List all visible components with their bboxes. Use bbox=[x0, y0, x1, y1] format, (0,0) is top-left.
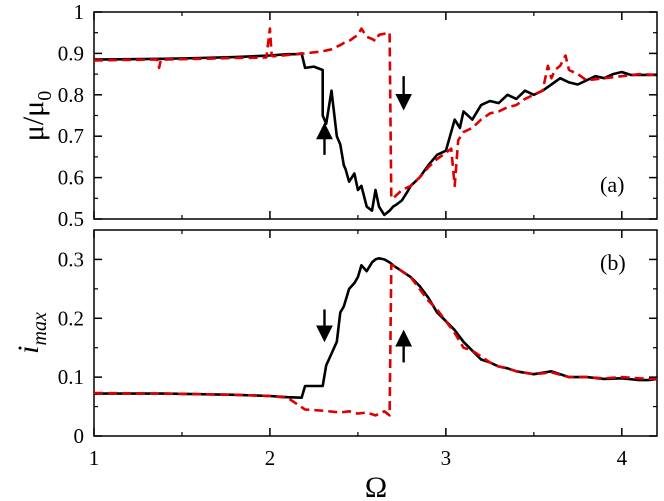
panel-a-series bbox=[93, 27, 658, 217]
panel-b-frame bbox=[93, 229, 658, 437]
x-tick-label: 1 bbox=[89, 446, 100, 470]
panel-b-y-tick-label: 0.1 bbox=[58, 365, 84, 389]
panel-a-y-axis-title: μ/μ0 bbox=[17, 91, 56, 142]
panel-b-ticks: 1 2 3 4 0 0.1 0.2 0.3 bbox=[58, 230, 657, 470]
x-axis-title: Ω bbox=[365, 471, 387, 501]
panel-a-ticks: 0.5 0.6 0.7 0.8 0.9 1 bbox=[58, 0, 657, 231]
panel-a-y-tick-label: 0.5 bbox=[58, 207, 84, 231]
panel-a-y-tick-label: 1 bbox=[74, 0, 85, 24]
panel-b-y-tick-label: 0.3 bbox=[58, 247, 84, 271]
panel-a: 0.5 0.6 0.7 0.8 0.9 1 (a) μ/μ0 bbox=[17, 0, 658, 231]
panel-a-label: (a) bbox=[600, 172, 624, 197]
panel-b-y-tick-label: 0 bbox=[74, 424, 85, 448]
panel-b-label: (b) bbox=[600, 250, 626, 275]
x-tick-label: 3 bbox=[441, 446, 452, 470]
panel-a-series-2-line bbox=[93, 27, 658, 200]
panel-a-series-1-line bbox=[93, 52, 657, 217]
panel-a-y-tick-label: 0.6 bbox=[58, 166, 84, 190]
panel-b-series bbox=[93, 256, 658, 417]
panel-b: 1 2 3 4 0 0.1 0.2 0.3 (b) imax Ω bbox=[12, 229, 658, 501]
panel-b-arrows bbox=[316, 309, 413, 363]
panel-a-frame bbox=[93, 11, 658, 220]
panel-a-y-tick-label: 0.7 bbox=[58, 124, 84, 148]
panel-b-series-2-line bbox=[93, 263, 658, 417]
x-tick-label: 2 bbox=[265, 446, 276, 470]
panel-a-y-tick-label: 0.8 bbox=[58, 83, 84, 107]
panel-b-y-axis-title: imax bbox=[12, 312, 51, 354]
x-tick-label: 4 bbox=[617, 446, 628, 470]
panel-a-y-tick-label: 0.9 bbox=[58, 41, 84, 65]
panel-a-arrows bbox=[316, 76, 413, 155]
panel-b-y-tick-label: 0.2 bbox=[58, 306, 84, 330]
